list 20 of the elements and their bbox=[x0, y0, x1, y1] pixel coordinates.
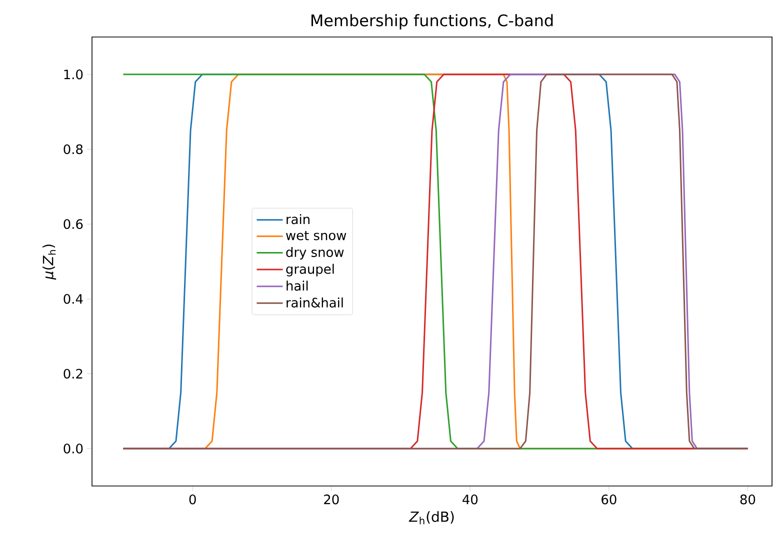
legend-label: rain&hail bbox=[286, 298, 343, 308]
legend-label: wet snow bbox=[286, 230, 346, 240]
x-tick-label: 0 bbox=[189, 494, 196, 504]
y-tick-label: 1.0 bbox=[64, 70, 83, 80]
x-axis-title: Z$_{h}$(dB) bbox=[408, 511, 454, 524]
y-tick-label: 0.8 bbox=[64, 144, 83, 154]
legend-label: graupel bbox=[286, 264, 334, 276]
legend-label: rain bbox=[286, 214, 310, 224]
legend-label: dry snow bbox=[286, 247, 344, 260]
y-tick-label: 0.4 bbox=[64, 294, 83, 304]
y-axis-title: μ(Z$_{h}$) bbox=[42, 244, 56, 280]
y-tick-label: 0.2 bbox=[64, 368, 82, 379]
x-tick-label: 60 bbox=[602, 494, 616, 504]
x-tick-label: 20 bbox=[324, 494, 339, 504]
x-tick-label: 80 bbox=[740, 494, 756, 504]
y-tick-label: 0.0 bbox=[64, 444, 83, 454]
x-tick-label: 40 bbox=[462, 494, 478, 504]
chart-title: Membership functions, C-band bbox=[311, 14, 553, 30]
y-tick-label: 0.6 bbox=[64, 219, 83, 229]
legend-label: hail bbox=[286, 280, 308, 291]
